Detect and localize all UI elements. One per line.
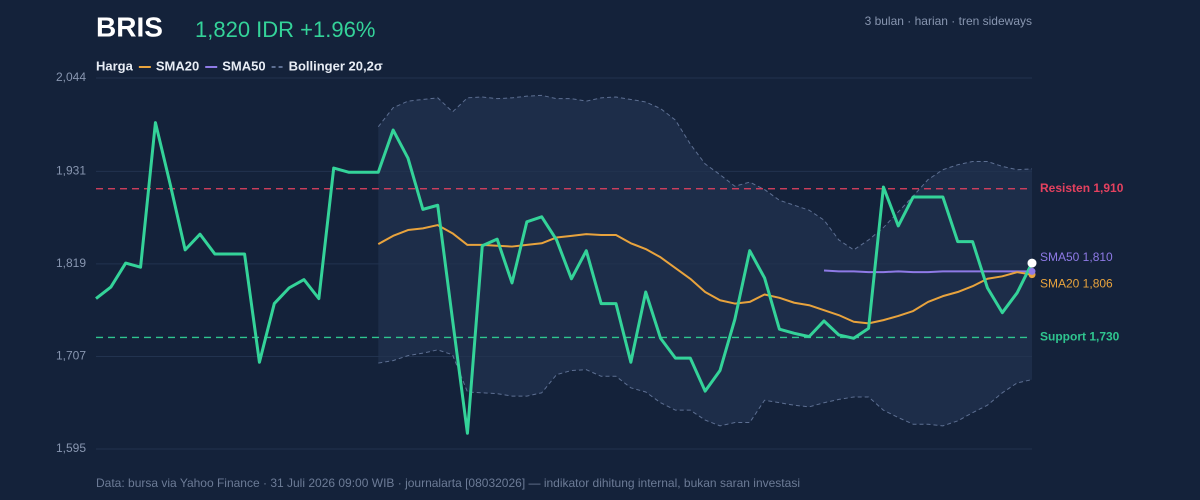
- legend-label: SMA50: [222, 58, 265, 73]
- footer: Data: bursa via Yahoo Finance · 31 Juli …: [96, 476, 800, 490]
- ticker-title: BRIS: [96, 11, 163, 42]
- bollinger-lower: [378, 349, 1033, 427]
- bollinger-fill: [378, 95, 1032, 426]
- series-line: [95, 121, 1034, 435]
- level-label: Support 1,730: [1040, 330, 1120, 344]
- bollinger-upper: [377, 94, 1033, 251]
- end-marker: [1028, 267, 1036, 275]
- level-label: Resisten 1,910: [1040, 181, 1124, 195]
- series-line: [377, 224, 1033, 325]
- legend-label: Bollinger 20,2σ: [289, 58, 383, 73]
- y-tick-label: 1,707: [56, 349, 86, 363]
- series-line: [823, 269, 1032, 274]
- price-subtitle: 1,820 IDR +1.96%: [195, 17, 375, 42]
- period-note: 3 bulan · harian · tren sideways: [865, 14, 1032, 28]
- y-tick-label: 1,931: [56, 164, 86, 178]
- y-tick-label: 2,044: [56, 70, 86, 84]
- legend-label: Harga: [96, 58, 134, 73]
- legend: Harga SMA20 SMA50 Bollinger 20,2σ: [96, 58, 383, 73]
- end-marker: [1027, 258, 1037, 268]
- series-end-label: SMA50 1,810: [1040, 250, 1113, 264]
- series-end-label: SMA20 1,806: [1040, 277, 1113, 291]
- legend-label: SMA20: [156, 58, 199, 73]
- y-tick-label: 1,595: [56, 441, 86, 455]
- y-tick-label: 1,819: [56, 256, 86, 270]
